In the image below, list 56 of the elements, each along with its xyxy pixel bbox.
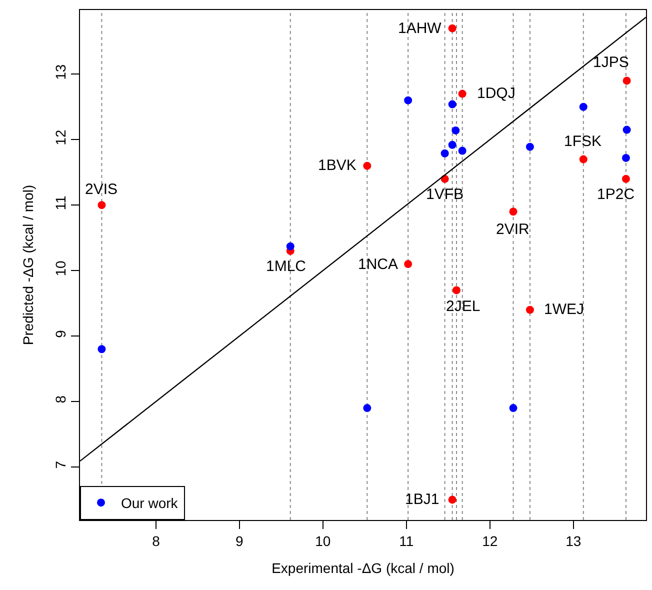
annotation: 1NCA <box>358 256 398 273</box>
point <box>452 286 460 294</box>
point <box>509 404 518 412</box>
point <box>622 154 630 162</box>
x-tick-label: 11 <box>399 532 414 549</box>
point <box>526 306 534 314</box>
annotation: 1BVK <box>318 157 356 174</box>
y-tick-label: 12 <box>52 130 68 146</box>
x-tick-label: 9 <box>236 532 244 549</box>
annotation: 1WEJ <box>544 301 584 318</box>
point <box>440 149 449 158</box>
point <box>448 100 456 108</box>
annotation: 1VFB <box>426 186 464 203</box>
point <box>286 242 294 250</box>
point <box>458 90 466 98</box>
point <box>526 142 534 151</box>
x-tick-label: 12 <box>482 532 498 549</box>
y-tick-label: 11 <box>52 196 68 210</box>
annotation: 1P2C <box>597 186 635 203</box>
legend-label: Our work <box>121 495 179 512</box>
x-tick-label: 13 <box>566 532 582 549</box>
point <box>404 260 412 268</box>
annotation: 1MLC <box>266 258 306 275</box>
point <box>452 126 460 134</box>
point <box>622 174 630 183</box>
y-tick-label: 13 <box>52 64 68 80</box>
annotation: 1FSK <box>564 133 602 150</box>
x-axis-title: Experimental -ΔG (kcal / mol) <box>272 560 454 576</box>
annotation: 1AHW <box>398 20 442 37</box>
point <box>579 102 588 111</box>
point <box>622 126 631 134</box>
y-axis-title: Predicted -ΔG (kcal / mol) <box>20 184 36 346</box>
y-tick-label: 8 <box>52 395 68 404</box>
point <box>98 345 106 354</box>
point <box>448 140 456 149</box>
point <box>579 155 588 164</box>
annotation: 1JPS <box>593 54 629 71</box>
annotation: 2JEL <box>446 298 480 315</box>
point <box>404 96 412 104</box>
point <box>458 146 466 155</box>
point <box>363 162 372 170</box>
point <box>363 404 372 412</box>
point <box>622 76 631 85</box>
x-tick-label: 10 <box>315 532 331 549</box>
y-tick-label: 7 <box>52 460 68 469</box>
x-tick-label: 8 <box>152 532 160 549</box>
y-tick-label: 9 <box>52 330 68 338</box>
annotation: 2VIS <box>85 181 118 198</box>
point <box>448 24 456 32</box>
point <box>98 201 106 210</box>
y-tick-label: 10 <box>52 260 68 276</box>
point <box>509 208 518 216</box>
annotation: 1BJ1 <box>405 491 440 508</box>
annotation: 2VIR <box>496 221 530 238</box>
annotation: 1DQJ <box>477 85 516 102</box>
point <box>448 496 456 504</box>
